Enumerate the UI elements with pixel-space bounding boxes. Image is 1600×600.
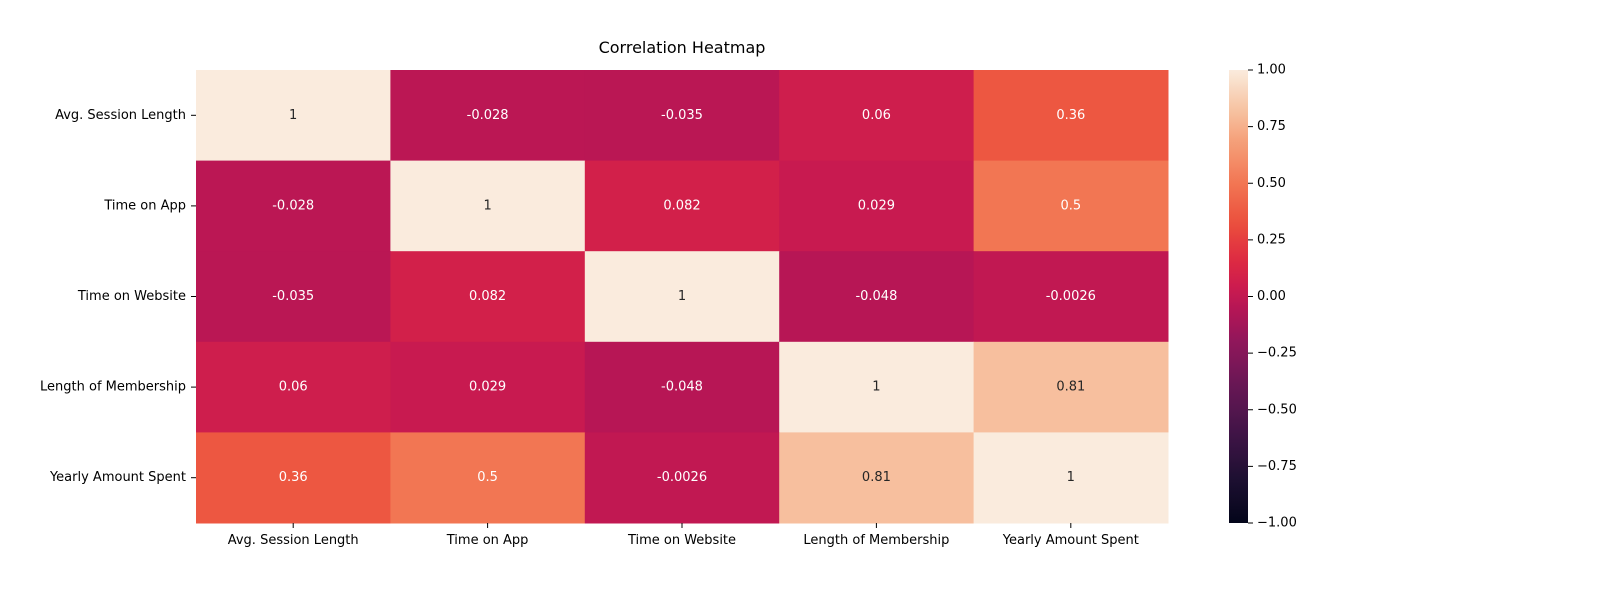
heatmap-cell	[584, 251, 780, 343]
heatmap-cell	[196, 432, 391, 524]
heatmap-cell	[973, 341, 1169, 433]
colorbar-tick-label: 0.75	[1257, 119, 1286, 134]
chart-title: Correlation Heatmap	[599, 38, 766, 57]
heatmap-cell	[390, 160, 586, 252]
heatmap-cell-label: 0.06	[862, 108, 891, 123]
x-tick-label: Length of Membership	[803, 533, 949, 548]
y-axis: Avg. Session Length Time on App Time on We…	[40, 108, 196, 485]
heatmap-cell-label: 0.029	[469, 380, 506, 395]
heatmap-cell	[584, 160, 780, 252]
heatmap-cell-label: 1	[1067, 470, 1075, 485]
heatmap-cell-label: -0.035	[661, 108, 703, 123]
heatmap-cell-label: 0.082	[663, 198, 700, 213]
heatmap-cell	[584, 341, 780, 433]
colorbar-gradient	[1229, 70, 1248, 523]
colorbar-tick-label: 1.00	[1257, 63, 1286, 78]
heatmap-cell	[973, 432, 1169, 524]
heatmap-cell	[973, 70, 1169, 162]
heatmap-cell-label: -0.035	[272, 289, 314, 304]
heatmap-cell	[196, 160, 391, 252]
heatmap-cell-label: 0.5	[477, 470, 498, 485]
x-tick-label: Time on Website	[627, 533, 736, 548]
heatmap-cell	[390, 341, 586, 433]
colorbar-tick-label: 0.25	[1257, 232, 1286, 247]
y-tick-label: Yearly Amount Spent	[49, 470, 186, 485]
heatmap-cell-label: -0.028	[467, 108, 509, 123]
colorbar: 1.00 0.75 0.50 0.25 0.00 −0.25 −0.50 −0.75 −1.00	[1229, 63, 1297, 531]
heatmap-cell	[196, 251, 391, 343]
heatmap-cell-label: 0.81	[1056, 380, 1085, 395]
y-tick-label: Avg. Session Length	[55, 108, 186, 123]
x-tick-label: Avg. Session Length	[228, 533, 359, 548]
heatmap-cell	[779, 341, 975, 433]
heatmap-cell-label: 0.082	[469, 289, 506, 304]
heatmap-cell	[390, 251, 586, 343]
x-tick-label: Yearly Amount Spent	[1002, 533, 1139, 548]
heatmap-cell-label: 0.36	[1056, 108, 1085, 123]
heatmap-cell-label: -0.048	[855, 289, 897, 304]
heatmap-cell-label: 0.36	[279, 470, 308, 485]
heatmap-cell	[779, 432, 975, 524]
colorbar-tick-label: 0.00	[1257, 289, 1286, 304]
heatmap-cell-label: 0.06	[279, 380, 308, 395]
heatmap-cell-label: -0.0026	[657, 470, 707, 485]
colorbar-tick-label: −0.50	[1257, 402, 1297, 417]
colorbar-tick-label: 0.50	[1257, 176, 1286, 191]
heatmap-cell-label: 1	[678, 289, 686, 304]
colorbar-tick-label: −1.00	[1257, 516, 1297, 531]
heatmap-cell	[973, 160, 1169, 252]
colorbar-tick-label: −0.25	[1257, 346, 1297, 361]
heatmap-cell-label: 0.5	[1060, 198, 1081, 213]
heatmap-cell-label: 1	[483, 198, 491, 213]
x-tick-label: Time on App	[446, 533, 529, 548]
y-tick-label: Length of Membership	[40, 380, 186, 395]
heatmap-cell	[973, 251, 1169, 343]
heatmap-cell-label: 0.029	[858, 198, 895, 213]
heatmap-cell	[779, 70, 975, 162]
heatmap-cell	[584, 70, 780, 162]
heatmap-cell-label: 1	[872, 380, 880, 395]
heatmap-cell	[390, 432, 586, 524]
heatmap-cell-label: -0.048	[661, 380, 703, 395]
heatmap-cell-label: -0.028	[272, 198, 314, 213]
heatmap-cell-label: -0.0026	[1046, 289, 1096, 304]
heatmap-cell	[584, 432, 780, 524]
heatmap-cell	[779, 251, 975, 343]
y-tick-label: Time on Website	[77, 289, 186, 304]
heatmap-cell-label: 1	[289, 108, 297, 123]
x-axis: Avg. Session Length Time on App Time on We…	[228, 523, 1139, 548]
colorbar-tick-label: −0.75	[1257, 459, 1297, 474]
heatmap-cell-label: 0.81	[862, 470, 891, 485]
heatmap-cell	[390, 70, 586, 162]
heatmap-cell	[779, 160, 975, 252]
heatmap-cell-labels: 1 -0.028 -0.035 0.06 0.36 -0.028 1 0.082 0.029 0.…	[272, 108, 1096, 485]
heatmap-cells	[196, 70, 1169, 524]
heatmap-cell	[196, 341, 391, 433]
y-tick-label: Time on App	[103, 198, 186, 213]
heatmap-cell	[196, 70, 391, 162]
